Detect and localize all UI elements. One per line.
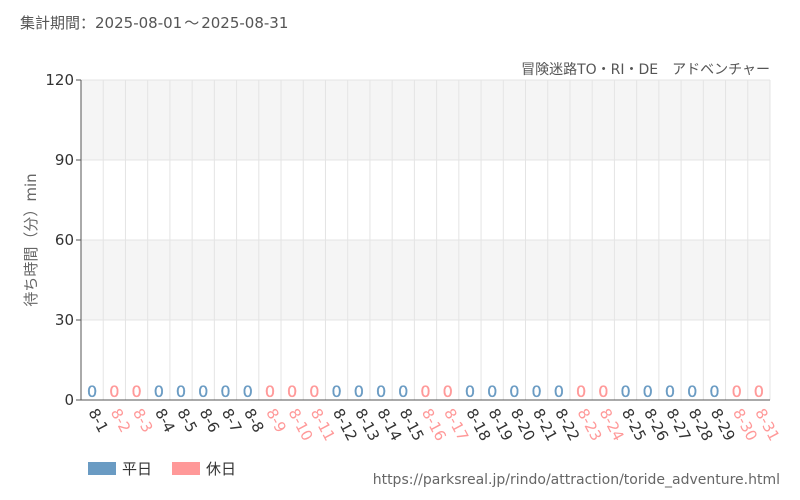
bar-value-label: 0 xyxy=(532,382,542,401)
y-axis-label: 待ち時間（分）min xyxy=(22,173,40,306)
bar-value-label: 0 xyxy=(509,382,519,401)
bar-value-label: 0 xyxy=(665,382,675,401)
bar-value-label: 0 xyxy=(220,382,230,401)
bar-value-label: 0 xyxy=(287,382,297,401)
x-tick-label: 8-4 xyxy=(151,405,178,435)
bar-value-label: 0 xyxy=(398,382,408,401)
plot-band xyxy=(81,80,770,160)
bar-value-label: 0 xyxy=(332,382,342,401)
bar-value-label: 0 xyxy=(709,382,719,401)
legend-swatch-weekday xyxy=(88,462,116,475)
plot-band xyxy=(81,160,770,240)
legend-item-weekday: 平日 xyxy=(88,458,152,479)
bar-value-label: 0 xyxy=(176,382,186,401)
legend-item-holiday: 休日 xyxy=(172,458,236,479)
y-tick-labels: 0 30 60 90 120 xyxy=(45,71,74,409)
bar-value-label: 0 xyxy=(487,382,497,401)
horizontal-gridlines xyxy=(76,79,770,401)
y-tick-label: 90 xyxy=(55,151,74,169)
period-end-date: 2025-08-31 xyxy=(201,14,289,32)
bar-value-label: 0 xyxy=(443,382,453,401)
x-tick-label: 8-5 xyxy=(173,405,200,435)
bar-value-label: 0 xyxy=(554,382,564,401)
bar-value-label: 0 xyxy=(754,382,764,401)
bar-value-label: 0 xyxy=(465,382,475,401)
legend-label-holiday: 休日 xyxy=(206,460,237,478)
axes xyxy=(80,80,770,401)
legend-swatch-holiday xyxy=(172,462,201,475)
x-tick-label: 8-3 xyxy=(129,405,156,435)
bar-value-label: 0 xyxy=(643,382,653,401)
bar-value-label: 0 xyxy=(265,382,275,401)
plot-band xyxy=(81,240,770,320)
period-label: 集計期間：2025-08-01 〜 2025-08-31 xyxy=(20,12,288,33)
bar-value-label: 0 xyxy=(354,382,364,401)
source-url: https://parksreal.jp/rindo/attraction/to… xyxy=(372,472,780,488)
x-tick-label: 8-2 xyxy=(107,405,134,435)
bar-value-label: 0 xyxy=(109,382,119,401)
bar-value-label: 0 xyxy=(154,382,164,401)
x-tick-label: 8-7 xyxy=(218,405,245,435)
plot-band xyxy=(81,320,770,400)
period-separator: 〜 xyxy=(184,14,200,32)
y-tick-label: 30 xyxy=(55,311,74,329)
x-tick-label: 8-1 xyxy=(85,405,112,435)
y-tick-label: 120 xyxy=(45,71,74,89)
bar-value-label: 0 xyxy=(598,382,608,401)
bar-value-label: 0 xyxy=(87,382,97,401)
legend: 平日 休日 xyxy=(88,458,236,479)
bar-value-label: 0 xyxy=(198,382,208,401)
bar-value-label: 0 xyxy=(243,382,253,401)
bar-value-label: 0 xyxy=(687,382,697,401)
bar-value-label: 0 xyxy=(309,382,319,401)
period-start-date: 2025-08-01 xyxy=(95,14,183,32)
bar-value-label: 0 xyxy=(376,382,386,401)
plot-background xyxy=(81,80,770,400)
period-prefix: 集計期間： xyxy=(20,14,96,32)
vertical-gridlines xyxy=(102,80,771,400)
chart-title: 冒険迷路TO・RI・DE アドベンチャー xyxy=(521,62,770,78)
bar-value-label: 0 xyxy=(576,382,586,401)
x-tick-label: 8-9 xyxy=(262,405,289,435)
x-tick-label: 8-6 xyxy=(196,405,223,435)
y-tick-label: 0 xyxy=(64,391,74,409)
x-tick-labels: 8-18-28-38-48-58-68-78-88-98-108-118-128… xyxy=(85,405,784,444)
x-tick-label: 8-8 xyxy=(240,405,267,435)
bar-value-label: 0 xyxy=(131,382,141,401)
bar-value-label: 0 xyxy=(420,382,430,401)
bar-value-label: 0 xyxy=(732,382,742,401)
y-tick-label: 60 xyxy=(55,231,74,249)
bar-value-label: 0 xyxy=(620,382,630,401)
legend-label-weekday: 平日 xyxy=(122,460,153,478)
